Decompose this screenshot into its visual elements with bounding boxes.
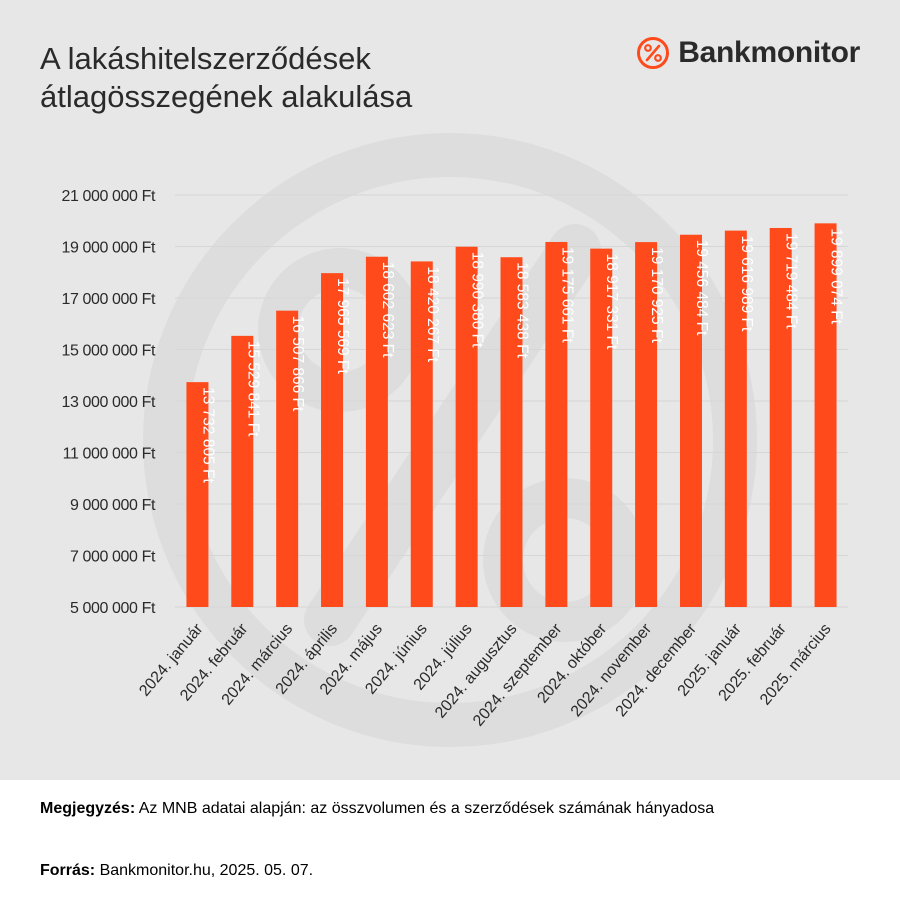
bar-data-label: 17 965 569 Ft	[334, 278, 351, 374]
percent-circle-icon	[637, 37, 670, 69]
bar	[365, 256, 388, 607]
bar-data-label: 18 990 380 Ft	[469, 252, 486, 348]
bar	[321, 273, 344, 607]
bar-data-label: 19 616 989 Ft	[738, 236, 755, 332]
bar	[545, 241, 568, 607]
y-tick-label: 9 000 000 Ft	[70, 497, 156, 514]
bar-data-label: 18 420 267 Ft	[424, 266, 441, 362]
bar	[635, 242, 658, 607]
footer-source: Forrás: Bankmonitor.hu, 2025. 05. 07.	[40, 862, 313, 880]
bar	[724, 230, 747, 607]
bar	[590, 248, 613, 607]
bar	[455, 246, 478, 607]
bar-data-label: 18 602 623 Ft	[379, 262, 396, 358]
bar	[814, 223, 837, 607]
source-text: Bankmonitor.hu, 2025. 05. 07.	[99, 862, 314, 879]
y-tick-label: 13 000 000 Ft	[61, 394, 155, 411]
brand-logo: Bankmonitor	[636, 36, 860, 70]
note-label: Megjegyzés:	[40, 800, 136, 817]
bar-data-label: 18 917 331 Ft	[603, 254, 620, 350]
bar	[679, 234, 702, 607]
y-tick-label: 11 000 000 Ft	[63, 446, 156, 463]
x-tick-label: 2024. augusztus	[432, 621, 521, 722]
bar	[186, 382, 209, 607]
chart-title-line-2: átlagösszegének alakulása	[40, 79, 413, 114]
bar	[410, 261, 433, 607]
bar	[276, 310, 299, 607]
brand-name: Bankmonitor	[678, 36, 860, 69]
bar-data-label: 19 456 484 Ft	[693, 240, 710, 336]
y-tick-label: 15 000 000 Ft	[61, 343, 155, 360]
bar-data-label: 19 719 484 Ft	[783, 233, 800, 329]
y-tick-label: 19 000 000 Ft	[61, 240, 155, 257]
bar-data-label: 18 583 438 Ft	[514, 262, 531, 358]
bar	[769, 227, 792, 608]
x-tick-label: 2024. november	[568, 620, 656, 720]
bar-data-label: 19 170 925 Ft	[648, 247, 665, 343]
y-tick-label: 7 000 000 Ft	[70, 549, 156, 566]
chart-panel: A lakáshitelszerződések átlagösszegének …	[0, 0, 900, 780]
footer-note: Megjegyzés: Az MNB adatai alapján: az ös…	[40, 800, 714, 818]
note-text: Az MNB adatai alapján: az összvolumen és…	[138, 800, 715, 817]
bar	[231, 335, 254, 607]
chart-title-line-1: A lakáshitelszerződések	[40, 41, 371, 76]
bar-chart: 5 000 000 Ft 7 000 000 Ft 9 000 000 Ft 11 0…	[61, 188, 848, 730]
bar-data-label: 15 529 841 Ft	[244, 341, 261, 437]
footer	[0, 780, 900, 900]
source-label: Forrás:	[40, 862, 96, 879]
bar-data-label: 13 732 805 Ft	[199, 387, 216, 483]
y-tick-label: 17 000 000 Ft	[61, 291, 155, 308]
bar	[500, 257, 523, 607]
y-tick-label: 5 000 000 Ft	[70, 600, 156, 617]
y-tick-label: 21 000 000 Ft	[61, 188, 155, 205]
x-tick-label: 2024. december	[613, 620, 701, 720]
bar-data-label: 16 507 866 Ft	[289, 316, 306, 412]
bar-data-label: 19 899 074 Ft	[828, 228, 845, 324]
bar-data-label: 19 175 661 Ft	[558, 247, 575, 343]
chart-title: A lakáshitelszerződések átlagösszegének …	[40, 40, 412, 116]
